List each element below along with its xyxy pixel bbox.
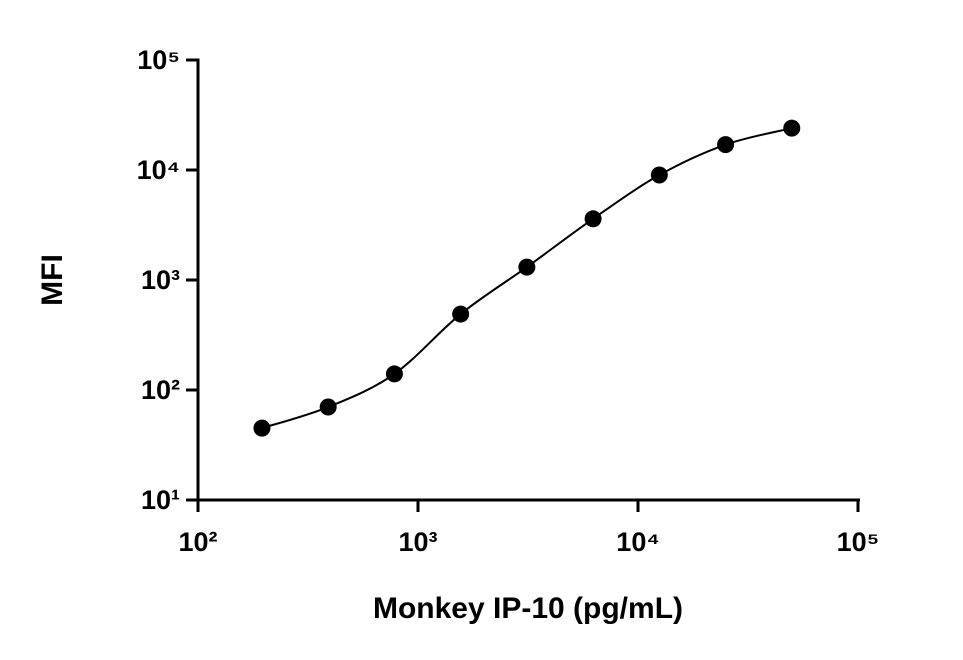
x-tick-label: 10⁵ bbox=[837, 527, 880, 557]
y-tick-label: 10¹ bbox=[141, 485, 180, 515]
data-point bbox=[518, 258, 536, 276]
y-tick-label: 10⁵ bbox=[137, 45, 180, 75]
x-tick-label: 10² bbox=[178, 527, 217, 557]
x-tick-label: 10⁴ bbox=[616, 527, 659, 557]
data-point bbox=[650, 166, 668, 184]
y-tick-label: 10⁴ bbox=[137, 155, 180, 185]
data-point bbox=[717, 136, 735, 154]
x-tick-label: 10³ bbox=[398, 527, 437, 557]
data-point bbox=[253, 419, 271, 437]
data-point bbox=[783, 119, 801, 137]
y-tick-label: 10³ bbox=[141, 265, 180, 295]
y-axis-title: MFI bbox=[36, 254, 69, 306]
fit-curve bbox=[261, 127, 793, 430]
data-point bbox=[319, 398, 337, 416]
data-point bbox=[385, 365, 403, 383]
data-point bbox=[452, 305, 470, 323]
data-point bbox=[584, 210, 602, 228]
x-axis-title: Monkey IP-10 (pg/mL) bbox=[373, 592, 683, 625]
y-tick-label: 10² bbox=[141, 375, 180, 405]
